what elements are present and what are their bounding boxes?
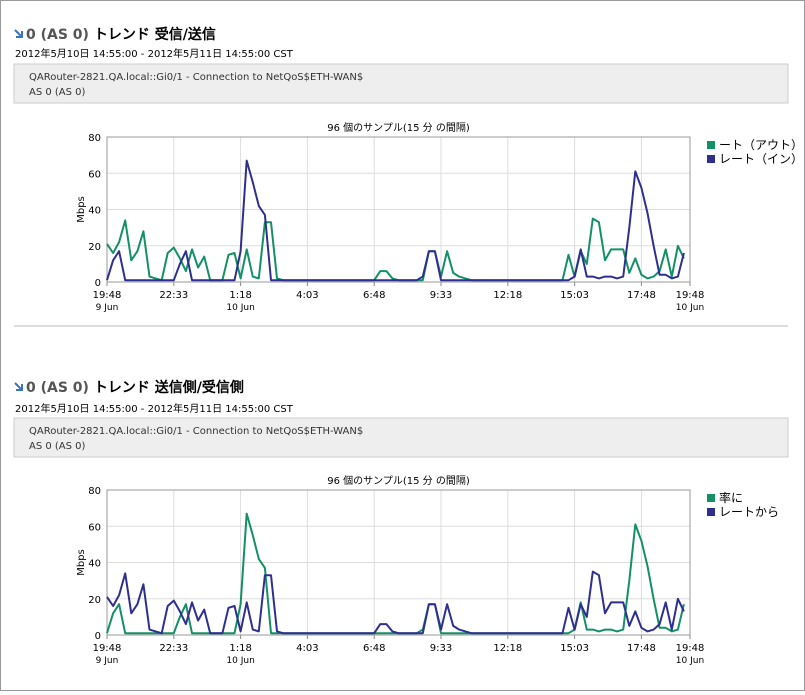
x-tick-label: 12:18 xyxy=(493,290,522,301)
x-tick-label: 17:48 xyxy=(627,290,656,301)
x-date-label: 9 Jun xyxy=(96,656,119,666)
y-tick-label: 80 xyxy=(88,133,101,144)
legend-label: 率に xyxy=(719,490,743,505)
y-tick-label: 0 xyxy=(95,631,101,642)
legend-label: レート（イン） xyxy=(719,152,803,166)
legend-swatch xyxy=(707,155,715,163)
title-prefix: 0 (AS 0) xyxy=(26,27,89,43)
x-tick-label: 19:48 xyxy=(93,643,122,654)
chart-subtitle: 96 個のサンプル(15 分 の間隔) xyxy=(327,474,470,487)
y-tick-label: 0 xyxy=(95,278,101,289)
title: トレンド 送信側/受信側 xyxy=(94,379,244,396)
icon xyxy=(14,29,23,38)
x-tick-label: 19:48 xyxy=(676,643,705,654)
section-1: 0 (AS 0) トレンド 受信/送信 2012年5月10日 14:55:00 … xyxy=(13,26,789,327)
plot-frame xyxy=(106,489,691,636)
icon xyxy=(14,382,23,391)
info-line: QARouter-2821.QA.local::Gi0/1 - Connecti… xyxy=(29,72,363,83)
legend-swatch xyxy=(707,141,715,149)
y-tick-label: 40 xyxy=(88,206,101,217)
chart-subtitle: 96 個のサンプル(15 分 の間隔) xyxy=(327,121,470,134)
y-tick-label: 60 xyxy=(88,522,101,533)
section-2: 0 (AS 0) トレンド 送信側/受信側 2012年5月10日 14:55:0… xyxy=(13,379,789,458)
x-tick-label: 15:03 xyxy=(560,643,589,654)
x-tick-label: 19:48 xyxy=(93,290,122,301)
y-tick-label: 80 xyxy=(88,486,101,497)
plot-frame xyxy=(106,136,691,283)
chart: 96 個のサンプル(15 分 の間隔) Mbps 0 20 40 60 80 19:48 22:… xyxy=(76,121,803,313)
x-date-label: 9 Jun xyxy=(96,303,119,313)
x-tick-label: 9:33 xyxy=(430,643,452,654)
series-line xyxy=(106,159,685,282)
x-date-label: 10 Jun xyxy=(676,303,704,313)
x-tick-label: 1:18 xyxy=(229,643,251,654)
x-tick-label: 22:33 xyxy=(159,643,188,654)
title-prefix: 0 (AS 0) xyxy=(26,380,89,396)
y-tick-label: 20 xyxy=(88,595,101,606)
y-tick-label: 40 xyxy=(88,559,101,570)
date-range: 2012年5月10日 14:55:00 - 2012年5月11日 14:55:0… xyxy=(15,47,294,60)
section-title: 0 (AS 0) トレンド 送信側/受信側 xyxy=(26,379,244,396)
legend-swatch xyxy=(707,508,715,516)
x-tick-label: 19:48 xyxy=(676,290,705,301)
y-tick-label: 20 xyxy=(88,242,101,253)
date-range: 2012年5月10日 14:55:00 - 2012年5月11日 14:55:0… xyxy=(15,402,294,415)
title: トレンド 受信/送信 xyxy=(94,26,216,43)
x-tick-label: 22:33 xyxy=(159,290,188,301)
x-tick-label: 9:33 xyxy=(430,290,452,301)
y-axis-label: Mbps xyxy=(76,196,87,223)
x-date-label: 10 Jun xyxy=(676,656,704,666)
info-line: AS 0 (AS 0) xyxy=(29,87,86,98)
x-date-label: 10 Jun xyxy=(226,656,254,666)
x-tick-label: 1:18 xyxy=(229,290,251,301)
section-title: 0 (AS 0) トレンド 受信/送信 xyxy=(26,26,216,43)
x-tick-label: 17:48 xyxy=(627,643,656,654)
info-box xyxy=(13,63,789,104)
x-tick-label: 6:48 xyxy=(363,290,385,301)
y-tick-label: 60 xyxy=(88,169,101,180)
x-tick-label: 15:03 xyxy=(560,290,589,301)
legend-label: ート（アウト） xyxy=(719,138,803,152)
legend-label: レートから xyxy=(719,505,779,519)
series-line xyxy=(106,570,685,635)
x-tick-label: 4:03 xyxy=(296,643,318,654)
x-tick-label: 12:18 xyxy=(493,643,522,654)
y-axis-label: Mbps xyxy=(76,549,87,576)
x-tick-label: 6:48 xyxy=(363,643,385,654)
info-line: QARouter-2821.QA.local::Gi0/1 - Connecti… xyxy=(29,426,363,437)
info-box xyxy=(13,417,789,458)
legend-swatch xyxy=(707,494,715,502)
chart: 96 個のサンプル(15 分 の間隔) Mbps 0 20 40 60 80 19:48 22:… xyxy=(76,474,779,666)
info-line: AS 0 (AS 0) xyxy=(29,441,86,452)
x-date-label: 10 Jun xyxy=(226,303,254,313)
x-tick-label: 4:03 xyxy=(296,290,318,301)
